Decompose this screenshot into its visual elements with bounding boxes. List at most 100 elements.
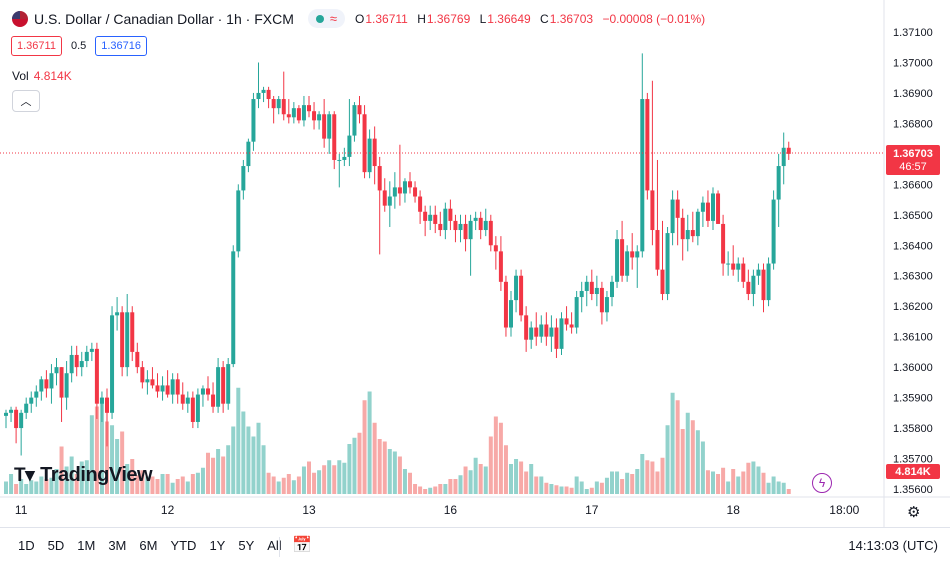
volume-bar <box>49 477 54 494</box>
candle-down <box>397 187 402 194</box>
candle-up <box>160 385 165 392</box>
candle-down <box>94 348 99 404</box>
volume-bar <box>317 470 322 494</box>
volume-bar <box>433 486 438 494</box>
volume-bar <box>84 460 89 494</box>
candle-down <box>155 385 160 392</box>
volume-bar <box>635 469 640 494</box>
volume-bar <box>514 459 519 494</box>
candle-down <box>135 351 140 368</box>
price-tick-label: 1.36200 <box>893 301 933 313</box>
volume-bar <box>463 466 468 494</box>
volume-bar <box>236 387 241 494</box>
range-button-1d[interactable]: 1D <box>18 538 35 553</box>
candle-up <box>226 364 231 404</box>
price-tick-label: 1.37100 <box>893 27 933 39</box>
candle-down <box>175 379 180 395</box>
candle-up <box>9 409 14 413</box>
range-button-1y[interactable]: 1Y <box>209 538 226 553</box>
candle-down <box>377 166 382 191</box>
symbol-title[interactable]: U.S. Dollar / Canadian Dollar · 1h · FXC… <box>34 10 294 27</box>
candle-down <box>569 324 574 328</box>
volume-badge-value: 4.814K <box>895 466 931 478</box>
volume-bar <box>625 472 630 494</box>
volume-bar <box>610 471 614 494</box>
volume-bar <box>105 421 109 494</box>
volume-bar <box>397 456 402 494</box>
range-button-5d[interactable]: 5D <box>47 538 65 553</box>
candle-up <box>574 297 579 328</box>
volume-bar <box>24 484 29 494</box>
price-tick-label: 1.36300 <box>893 271 933 283</box>
candle-down <box>650 190 655 231</box>
candle-up <box>468 220 473 240</box>
volume-bar <box>14 484 19 494</box>
volume-bar <box>29 480 34 494</box>
candle-up <box>276 99 281 109</box>
gear-icon[interactable]: ⚙ <box>907 504 921 521</box>
volume-bar <box>94 406 99 494</box>
volume-bar <box>695 430 700 494</box>
candle-down <box>448 208 453 221</box>
volume-bar <box>700 441 705 494</box>
buy-button[interactable]: 1.36716 <box>95 36 148 56</box>
candle-down <box>731 263 736 270</box>
volume-bar <box>498 422 503 494</box>
volume-bar <box>392 451 397 494</box>
candle-up <box>559 318 564 349</box>
volume-bar <box>221 456 226 494</box>
candle-down <box>120 312 125 368</box>
volume-bar <box>599 482 604 494</box>
volume-bar <box>74 474 79 494</box>
volume-bar <box>418 486 423 494</box>
tradingview-logo[interactable]: T▾ TradingView <box>14 464 153 486</box>
us-flag-icon <box>12 10 28 27</box>
candle-down <box>524 315 529 340</box>
volume-bar <box>155 479 160 494</box>
calendar-range-icon[interactable]: 📅 <box>292 537 312 554</box>
range-button-ytd[interactable]: YTD <box>170 538 197 553</box>
candle-down <box>680 217 685 240</box>
volume-label: Vol <box>12 69 29 83</box>
candle-up <box>200 388 205 395</box>
range-button-6m[interactable]: 6M <box>139 538 158 553</box>
range-button-all[interactable]: All <box>267 538 282 553</box>
candle-down <box>519 275 524 316</box>
collapse-legend-button[interactable]: ︿ <box>12 90 40 112</box>
utc-clock[interactable]: 14:13:03 (UTC) <box>848 538 938 553</box>
lightning-icon[interactable]: ϟ <box>812 473 832 493</box>
volume-bar <box>59 446 64 494</box>
chevron-up-icon: ︿ <box>20 96 32 108</box>
range-button-1m[interactable]: 1M <box>77 538 96 553</box>
sell-button[interactable]: 1.36711 <box>11 36 62 56</box>
candle-up <box>387 196 392 206</box>
market-status-pill[interactable]: ≈ <box>307 9 346 28</box>
candle-down <box>463 223 468 240</box>
range-button-5y[interactable]: 5Y <box>238 538 255 553</box>
volume-bar <box>705 470 710 494</box>
volume-bar <box>367 391 372 494</box>
candle-up <box>39 379 44 392</box>
candle-down <box>690 230 695 237</box>
close-value: 1.36703 <box>549 11 594 26</box>
range-button-3m[interactable]: 3M <box>108 538 127 553</box>
ohlc-values: O1.36711 H1.36769 L1.36649 C1.36703 −0.0… <box>355 11 706 26</box>
volume-bar <box>665 425 670 494</box>
candle-down <box>438 223 443 231</box>
candle-down <box>655 230 660 270</box>
candle-up <box>347 135 352 157</box>
candle-up <box>610 281 614 298</box>
candle-up <box>579 290 584 298</box>
volume-bar <box>675 400 680 494</box>
candle-up <box>170 379 175 395</box>
volume-bar <box>312 472 317 494</box>
bottom-toolbar: 1D 5D 1M 3M 6M YTD 1Y 5Y All 📅 14:13:03 (UTC) <box>0 527 950 568</box>
candle-up <box>69 354 74 374</box>
candle-up <box>49 373 54 389</box>
price-tick-label: 1.36100 <box>893 332 933 344</box>
price-tick-label: 1.35800 <box>893 423 933 435</box>
candlestick-chart[interactable]: 1.371001.370001.369001.368001.367001.366… <box>0 0 950 527</box>
volume-bar <box>110 425 115 494</box>
candle-up <box>195 394 200 422</box>
candle-down <box>59 367 64 398</box>
